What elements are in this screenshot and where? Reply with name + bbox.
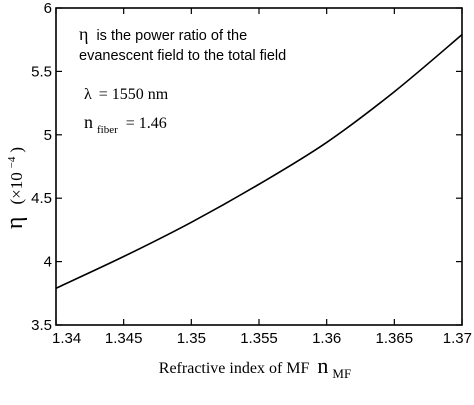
- annotation-fiber-index: n fiber = 1.46: [84, 112, 167, 137]
- x-tick-label: 1.365: [376, 330, 414, 347]
- y-tick-label: 5.5: [31, 63, 52, 80]
- chart-annotation: η is the power ratio of the evanescent f…: [79, 24, 286, 137]
- x-tick-label: 1.34: [52, 330, 81, 347]
- annotation-definition-line1: η is the power ratio of the: [79, 24, 247, 44]
- annotation-wavelength: λ = 1550 nm: [84, 86, 169, 103]
- x-tick-label: 1.345: [105, 330, 143, 347]
- y-tick-label: 3.5: [31, 317, 52, 334]
- y-tick-label: 5: [44, 127, 52, 144]
- x-tick-label: 1.355: [240, 330, 278, 347]
- chart-series-layer: [55, 34, 463, 289]
- x-tick-label: 1.35: [177, 330, 206, 347]
- y-tick-label: 4.5: [31, 190, 52, 207]
- series-line: [55, 34, 463, 289]
- y-tick-label: 4: [44, 254, 52, 271]
- y-tick-label: 6: [44, 0, 52, 17]
- x-tick-label: 1.36: [312, 330, 341, 347]
- chart-axes: 1.34 1.345 1.35 1.355 1.36 1.365 1.37 3.5 4 4.5 5 5…: [31, 0, 472, 347]
- y-axis-label: η (×10 −4 ): [2, 147, 28, 229]
- x-tick-label: 1.37: [443, 330, 472, 347]
- x-axis-label: Refractive index of MF n MF: [159, 353, 351, 381]
- annotation-definition-line2: evanescent field to the total field: [79, 48, 286, 64]
